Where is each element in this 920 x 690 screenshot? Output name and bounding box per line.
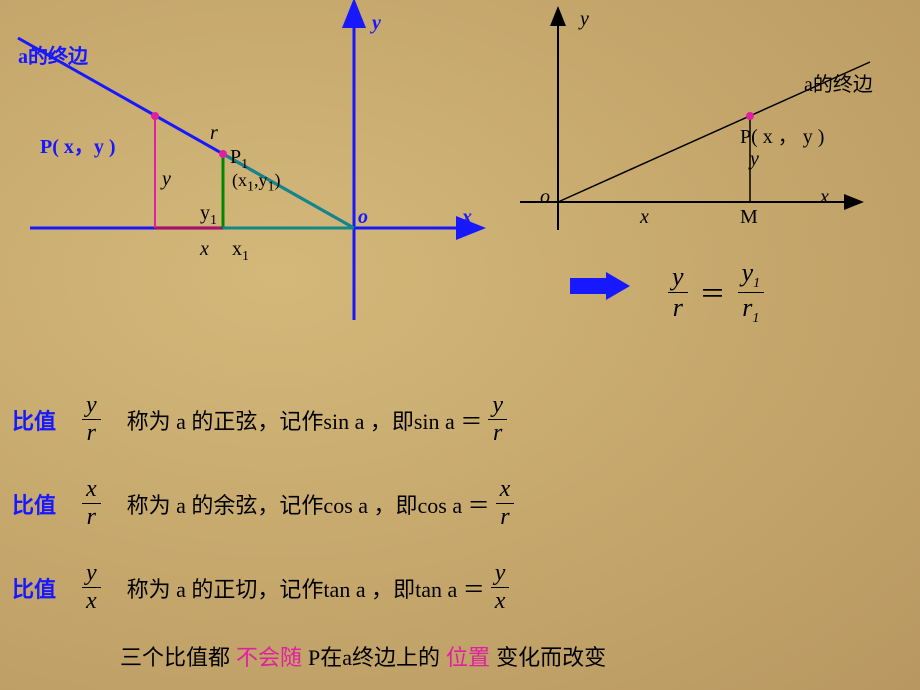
left-r-label: r: [210, 122, 218, 145]
left-plot: [0, 0, 920, 350]
eq-lhs-num: y: [668, 262, 688, 292]
ratio-label: 比值: [12, 572, 56, 604]
right-x-axis-label: x: [820, 186, 829, 209]
eq-lhs-den: r: [669, 293, 687, 323]
ratio-label: 比值: [12, 488, 56, 520]
bottom-text-part: 三个比值都: [120, 640, 230, 672]
definition-text: 称为 a 的正切，记作tan a ，即tan a ＝: [127, 572, 485, 604]
left-x-axis-label: x: [462, 206, 472, 229]
right-Py-label: y: [750, 148, 759, 171]
ratio-equation: yr ＝ y1r1: [668, 258, 764, 327]
left-x1-label: x1: [232, 238, 249, 265]
left-terminal-label: a的终边: [18, 40, 88, 69]
definition-row-2: 比值yx称为 a 的正切，记作tan a ，即tan a ＝yx: [12, 560, 509, 615]
left-P-label: P( x，y ): [40, 130, 116, 159]
definition-text: 称为 a 的正弦，记作sin a ，即sin a ＝: [127, 404, 483, 436]
right-M-label: M: [740, 206, 758, 229]
definition-row-1: 比值xr称为 a 的余弦，记作cos a ，即cos a ＝xr: [12, 476, 514, 531]
bottom-text-part: 位置: [446, 640, 490, 672]
bottom-text-part: P在a终边上的: [308, 640, 440, 672]
arrow-icon: [570, 272, 630, 300]
right-x-label: x: [640, 206, 649, 229]
left-x-label: x: [200, 238, 209, 261]
left-y-label: y: [162, 168, 171, 191]
left-y1-label: y1: [200, 202, 217, 229]
bottom-text: 三个比值都不会随P在a终边上的位置变化而改变: [120, 640, 606, 672]
left-P1-coord: (x1,y1): [232, 170, 281, 196]
definition-row-0: 比值yr称为 a 的正弦，记作sin a ，即sin a ＝yr: [12, 392, 507, 447]
bottom-text-part: 变化而改变: [496, 640, 606, 672]
right-terminal-label: a的终边: [804, 68, 873, 97]
ratio-label: 比值: [12, 404, 56, 436]
right-origin-label: o: [540, 186, 550, 209]
left-y-axis-label: y: [372, 12, 381, 35]
bottom-text-part: 不会随: [236, 640, 302, 672]
right-P-label: P( x ， y ): [740, 120, 824, 149]
definition-text: 称为 a 的余弦，记作cos a ，即cos a ＝: [127, 488, 490, 520]
left-P1-label: P1: [230, 146, 248, 173]
right-y-axis-label: y: [580, 8, 589, 31]
left-origin-label: o: [358, 206, 368, 229]
